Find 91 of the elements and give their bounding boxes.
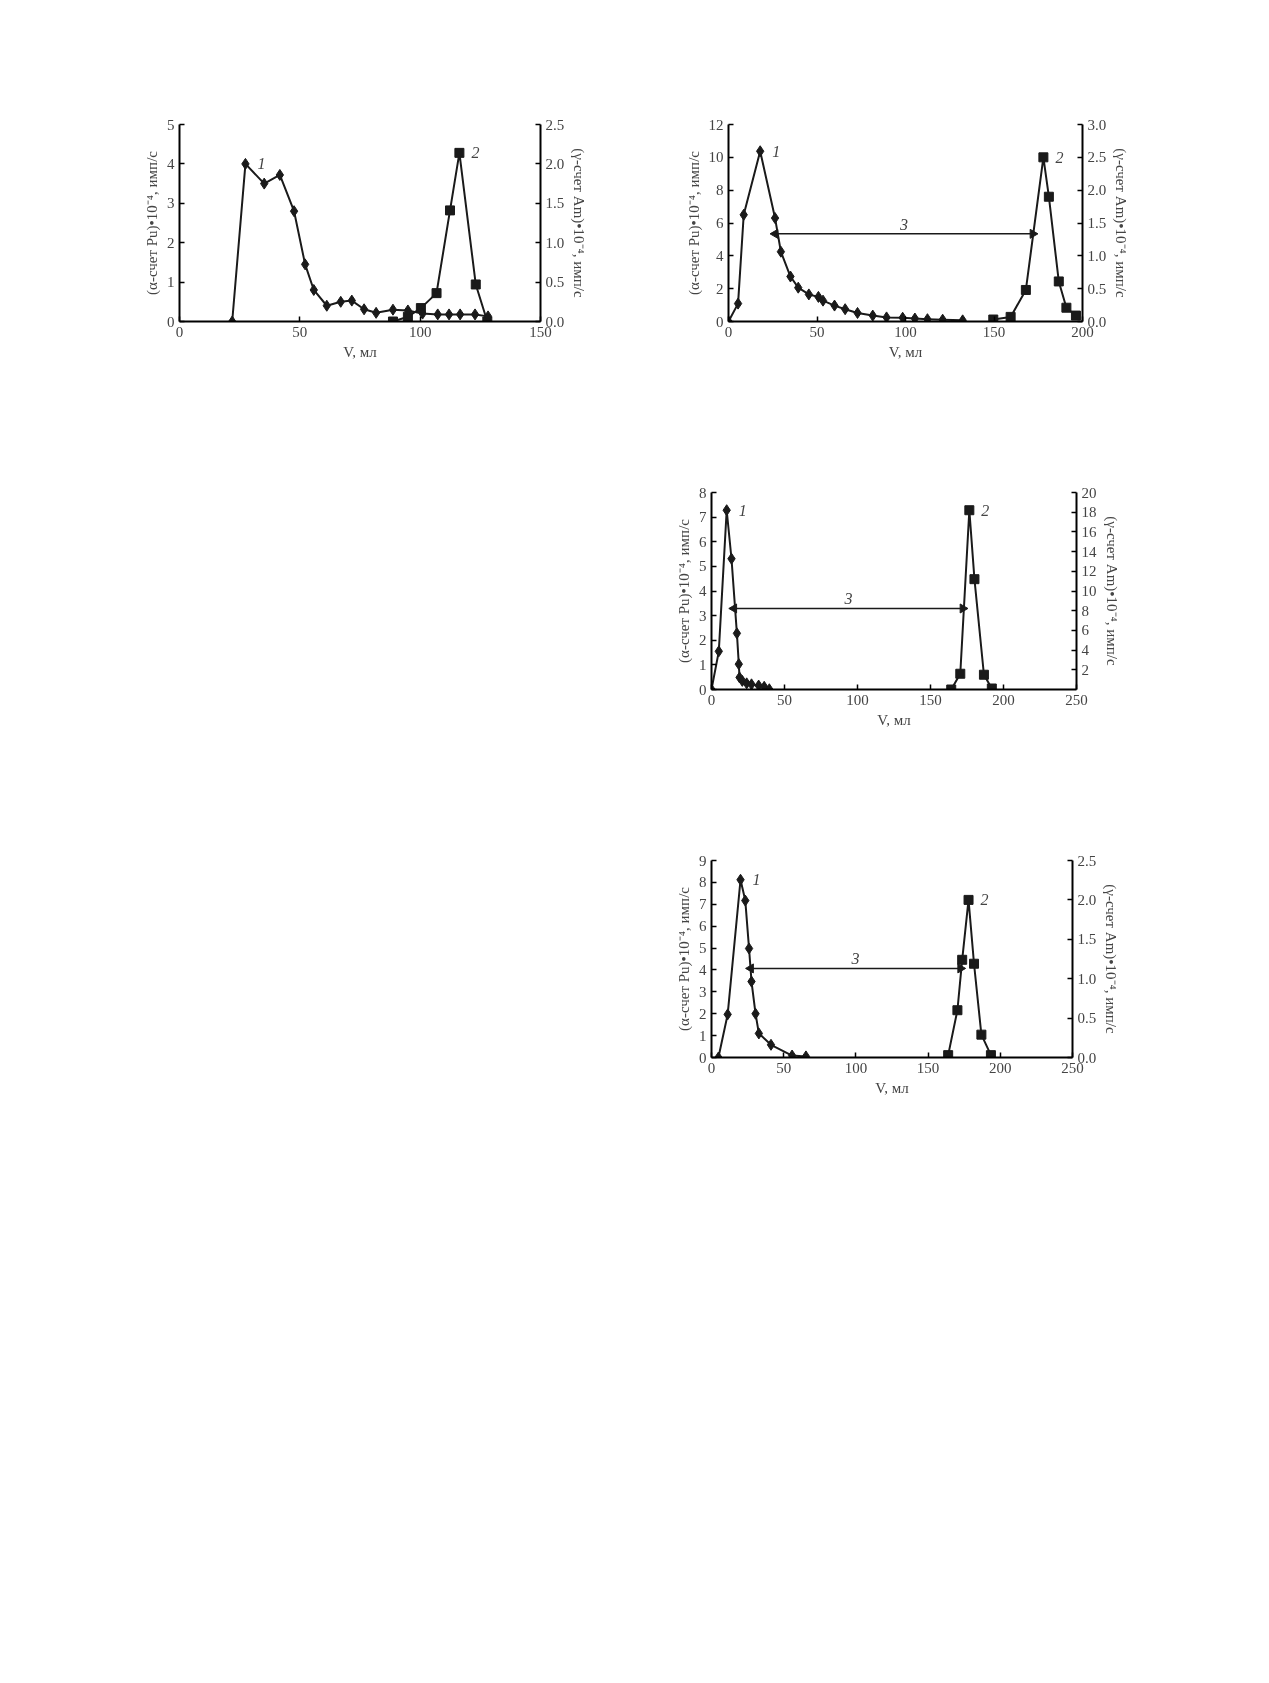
- y-tick-label: 6: [716, 215, 724, 231]
- y-tick-label: 10: [708, 149, 724, 166]
- series-label: 1: [738, 501, 747, 519]
- y2-axis-title: (γ-счет Am)•10⁻⁴, имп/с: [1102, 516, 1120, 667]
- y-tick-label: 9: [699, 852, 707, 869]
- x-tick-label: 150: [982, 323, 1006, 340]
- y-tick-label: 2: [699, 632, 707, 649]
- y-tick-label: 2: [167, 234, 175, 251]
- x-axis-title: V, мл: [343, 343, 378, 360]
- x-tick-label: 50: [777, 691, 792, 708]
- y2-tick-label: 0.5: [1087, 280, 1107, 297]
- y-tick-label: 8: [716, 182, 724, 199]
- x-tick-label: 100: [408, 323, 432, 340]
- y2-tick-label: 10: [1081, 583, 1097, 599]
- y-axis-title: (α-счет Pu)•10⁻⁴, имп/с: [685, 150, 703, 295]
- y-tick-label: 3: [167, 195, 175, 212]
- y2-tick-label: 1.0: [545, 234, 565, 251]
- y-tick-label: 2: [716, 280, 724, 297]
- y2-tick-label: 6: [1081, 622, 1090, 639]
- y2-axis-title: (γ-счет Am)•10⁻⁴, имп/с: [1102, 884, 1120, 1035]
- y2-tick-label: 1.0: [1087, 247, 1107, 264]
- y-tick-label: 3: [699, 607, 707, 624]
- y2-tick-label: 1.5: [1077, 931, 1097, 948]
- series-label: 1: [752, 871, 761, 889]
- x-tick-label: 50: [809, 323, 825, 340]
- y-tick-label: 8: [699, 484, 707, 501]
- x-tick-label: 50: [292, 323, 308, 340]
- y-tick-label: 5: [699, 558, 707, 575]
- series-label: 2: [981, 501, 990, 519]
- y-tick-label: 2: [699, 1005, 707, 1022]
- y2-tick-label: 2.5: [545, 116, 565, 133]
- x-tick-label: 50: [776, 1059, 792, 1076]
- series-label: 2: [980, 891, 989, 909]
- series-label: 2: [471, 144, 480, 162]
- y2-axis-title: (γ-счет Am)•10⁻⁴, имп/с: [570, 148, 588, 299]
- y2-tick-label: 14: [1081, 543, 1097, 560]
- y-tick-label: 5: [167, 116, 175, 133]
- y-tick-label: 6: [699, 918, 707, 935]
- x-tick-label: 150: [919, 691, 942, 708]
- y2-tick-label: 1.5: [1087, 215, 1107, 231]
- y2-tick-label: 2.5: [1087, 149, 1107, 166]
- y-tick-label: 5: [699, 940, 707, 957]
- series-label: 3: [850, 950, 860, 968]
- y-tick-label: 1: [699, 656, 707, 673]
- y-tick-label: 4: [167, 155, 175, 172]
- y2-tick-label: 4: [1081, 642, 1090, 659]
- y2-tick-label: 16: [1081, 523, 1097, 540]
- y2-tick-label: 20: [1081, 484, 1097, 501]
- x-tick-label: 100: [846, 691, 869, 708]
- x-tick-label: 150: [916, 1059, 940, 1076]
- y2-tick-label: 3.0: [1087, 116, 1107, 133]
- y-tick-label: 7: [699, 509, 707, 526]
- x-tick-label: 250: [1065, 691, 1088, 708]
- series-label: 3: [899, 215, 908, 233]
- y2-tick-label: 0.5: [1077, 1010, 1097, 1027]
- y2-axis-title: (γ-счет Am)•10⁻⁴, имп/с: [1112, 148, 1130, 299]
- y-tick-label: 3: [699, 983, 707, 1000]
- y2-tick-label: 2.0: [1087, 182, 1107, 199]
- series-label: 3: [843, 590, 853, 608]
- x-axis-title: V, мл: [875, 1079, 910, 1096]
- y2-tick-label: 18: [1081, 504, 1097, 521]
- y-tick-label: 7: [699, 896, 707, 913]
- y-tick-label: 4: [699, 961, 707, 978]
- y-axis-title: (α-счет Pu)•10⁻⁴, имп/с: [144, 150, 161, 295]
- x-axis-title: V, мл: [888, 343, 923, 360]
- y2-tick-label: 2.0: [1077, 891, 1097, 908]
- y2-tick-label: 2.0: [545, 155, 565, 172]
- y-tick-label: 12: [708, 116, 724, 133]
- x-tick-label: 100: [844, 1059, 868, 1076]
- y-tick-label: 1: [167, 274, 175, 291]
- y2-tick-label: 12: [1081, 563, 1097, 580]
- series-label: 1: [257, 155, 266, 173]
- y2-tick-label: 2.5: [1077, 852, 1097, 869]
- y-tick-label: 6: [699, 533, 707, 550]
- y-axis-title: (α-счет Pu)•10⁻⁴, имп/с: [676, 518, 693, 663]
- y2-tick-label: 1.5: [545, 195, 565, 212]
- x-tick-label: 200: [992, 691, 1015, 708]
- y2-tick-label: 2: [1081, 661, 1089, 678]
- y-tick-label: 4: [716, 247, 724, 264]
- y2-tick-label: 8: [1081, 602, 1089, 619]
- x-tick-label: 200: [989, 1059, 1012, 1076]
- y-axis-title: (α-счет Pu)•10⁻⁴, имп/с: [676, 886, 693, 1031]
- y2-tick-label: 0.5: [545, 274, 565, 291]
- x-axis-title: V, мл: [877, 711, 912, 728]
- y-tick-label: 4: [699, 583, 707, 599]
- y2-tick-label: 1.0: [1077, 970, 1097, 987]
- y-tick-label: 1: [699, 1027, 707, 1044]
- x-tick-label: 100: [894, 323, 917, 340]
- series-label: 2: [1055, 148, 1064, 166]
- series-label: 1: [772, 142, 781, 160]
- y-tick-label: 8: [699, 874, 707, 891]
